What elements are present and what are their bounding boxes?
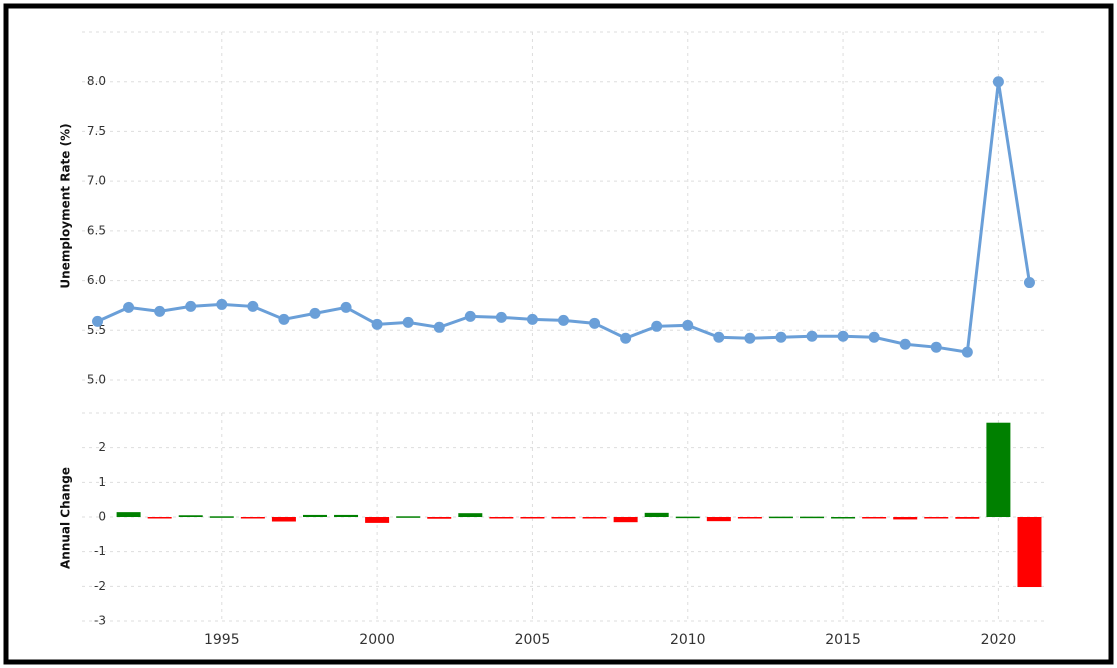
y-tick-label: 0 (98, 510, 106, 524)
bar (862, 517, 887, 519)
data-point (651, 320, 663, 332)
y-axis-title: Unemployment Rate (%) (59, 123, 73, 288)
data-point (961, 346, 973, 358)
y-tick-label: 2 (98, 440, 106, 454)
bar (178, 515, 203, 517)
data-point (1023, 277, 1035, 289)
data-point (806, 330, 818, 342)
bar (116, 512, 141, 517)
bar (551, 517, 576, 519)
data-point (930, 341, 942, 353)
bar (893, 517, 918, 520)
data-point (185, 300, 197, 312)
data-point (526, 313, 538, 325)
x-tick-label: 1995 (204, 632, 240, 648)
y-tick-label: 7.5 (87, 124, 106, 138)
data-point (216, 298, 228, 310)
bar (924, 517, 949, 519)
y-tick-label: 5.0 (87, 373, 106, 387)
bar (302, 514, 327, 517)
bar (675, 516, 700, 519)
data-point (620, 332, 632, 344)
data-point (837, 330, 849, 342)
data-point (495, 311, 507, 323)
bar (800, 516, 825, 519)
data-point (402, 316, 414, 328)
bar (768, 516, 793, 519)
data-point (123, 301, 135, 313)
data-point (247, 300, 259, 312)
data-point (713, 331, 725, 343)
bar (644, 512, 669, 517)
bar (147, 517, 172, 519)
data-point (682, 319, 694, 331)
y-tick-label: 6.5 (87, 223, 106, 237)
frame (3, 3, 1114, 665)
data-point (464, 310, 476, 322)
y-tick-label: 8.0 (87, 74, 106, 88)
data-point (775, 331, 787, 343)
data-point (278, 313, 290, 325)
bar (955, 517, 980, 519)
bar (831, 517, 856, 519)
y-tick-label: 1 (98, 475, 106, 489)
data-point (92, 315, 104, 327)
bar (986, 422, 1011, 517)
bar (613, 517, 638, 523)
y-tick-label: -3 (94, 614, 106, 628)
data-point (433, 321, 445, 333)
bar (706, 517, 731, 522)
data-point (992, 76, 1004, 88)
x-tick-label: 2020 (981, 632, 1017, 648)
x-tick-label: 2000 (359, 632, 395, 648)
x-tick-label: 2005 (515, 632, 551, 648)
data-point (868, 331, 880, 343)
bar (737, 517, 762, 519)
y-tick-label: 7.0 (87, 174, 106, 188)
bar (427, 517, 452, 519)
x-tick-label: 2010 (670, 632, 706, 648)
data-point (340, 301, 352, 313)
y-tick-label: -1 (94, 544, 106, 558)
data-point (309, 307, 321, 319)
data-point (744, 332, 756, 344)
data-point (589, 317, 601, 329)
x-tick-label: 2015 (825, 632, 861, 648)
bar (334, 514, 359, 517)
bar (520, 517, 545, 519)
bar (458, 513, 483, 517)
bar (396, 516, 421, 518)
y-axis-title: Annual Change (59, 467, 73, 569)
y-tick-label: -2 (94, 579, 106, 593)
y-tick-label: 5.5 (87, 323, 106, 337)
bar (240, 517, 265, 519)
data-point (558, 314, 569, 326)
bar (209, 516, 234, 518)
data-point (371, 318, 383, 330)
bar (365, 517, 390, 523)
data-point (154, 305, 166, 317)
bar (271, 517, 296, 522)
bar (582, 517, 607, 519)
y-tick-label: 6.0 (87, 273, 106, 287)
bar (1017, 517, 1042, 588)
bar (489, 517, 514, 519)
data-point (899, 338, 911, 350)
